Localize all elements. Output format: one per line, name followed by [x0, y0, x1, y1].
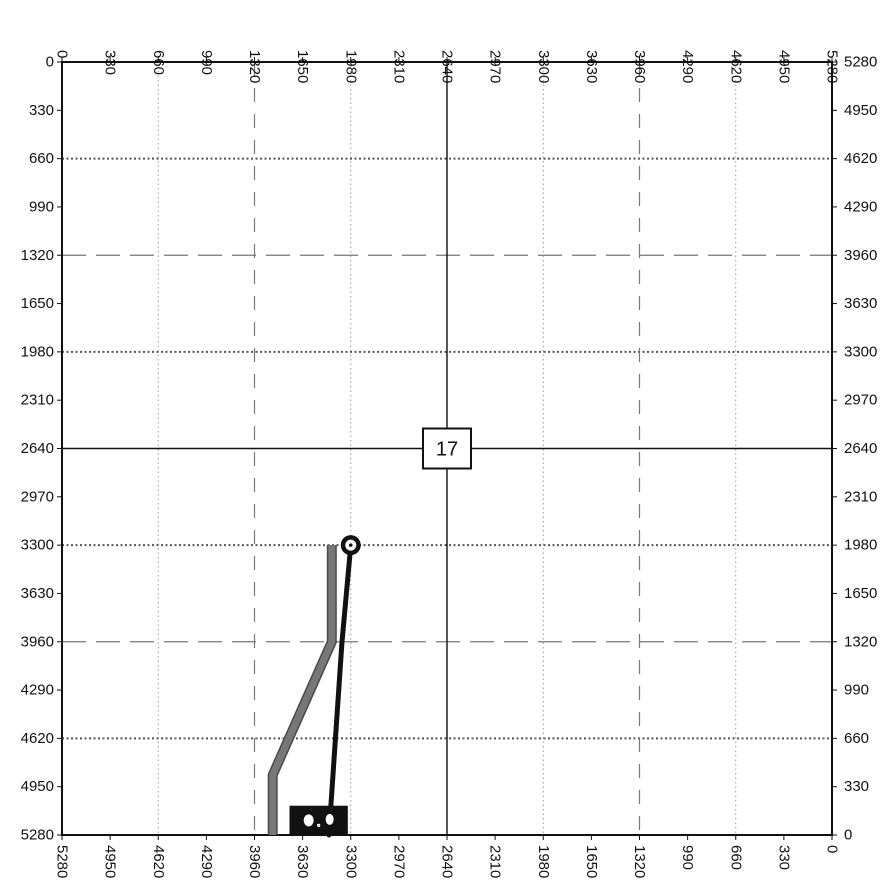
- bottom-tick-label: 4620: [150, 845, 167, 878]
- top-tick-label: 5280: [824, 50, 841, 83]
- series-layer: [267, 542, 354, 838]
- section-label-text: 17: [436, 439, 458, 461]
- left-tick-label: 3630: [21, 585, 54, 602]
- top-tick-label: 3300: [535, 50, 552, 83]
- left-tick-label: 0: [46, 54, 54, 71]
- right-tick-label: 4290: [844, 198, 877, 215]
- left-tick-label: 990: [29, 198, 54, 215]
- left-tick-label: 1320: [21, 247, 54, 264]
- left-tick-label: 4620: [21, 730, 54, 747]
- pad-box-marker: [289, 805, 348, 835]
- bottom-tick-label: 3300: [342, 845, 359, 878]
- top-tick-label: 4290: [679, 50, 696, 83]
- top-tick-label: 1980: [342, 50, 359, 83]
- left-tick-label: 4950: [21, 778, 54, 795]
- bottom-tick-label: 5280: [54, 845, 71, 878]
- top-tick-label: 4620: [727, 50, 744, 83]
- top-tick-label: 330: [102, 50, 119, 75]
- top-tick-label: 2640: [439, 50, 456, 83]
- right-tick-label: 1650: [844, 585, 877, 602]
- bottom-tick-label: 3960: [246, 845, 263, 878]
- top-tick-label: 1320: [246, 50, 263, 83]
- right-tick-label: 3960: [844, 247, 877, 264]
- right-tick-label: 4950: [844, 102, 877, 119]
- right-tick-label: 1320: [844, 633, 877, 650]
- top-tick-label: 4950: [775, 50, 792, 83]
- left-tick-label: 2970: [21, 488, 54, 505]
- top-tick-label: 2970: [487, 50, 504, 83]
- bottom-tick-label: 3630: [294, 845, 311, 878]
- left-tick-label: 2640: [21, 440, 54, 457]
- bottom-tick-label: 2640: [439, 845, 456, 878]
- series-outline: [267, 545, 337, 835]
- series-black-path: [326, 542, 354, 838]
- top-tick-label: 660: [150, 50, 167, 75]
- bottom-tick-label: 990: [679, 845, 696, 870]
- left-tick-label: 1650: [21, 295, 54, 312]
- bottom-tick-label: 4290: [198, 845, 215, 878]
- top-tick-label: 2310: [390, 50, 407, 83]
- right-tick-label: 2970: [844, 392, 877, 409]
- bottom-tick-label: 1320: [631, 845, 648, 878]
- bottom-tick-label: 2310: [487, 845, 504, 878]
- bottom-tick-label: 660: [727, 845, 744, 870]
- right-tick-label: 5280: [844, 54, 877, 71]
- top-tick-label: 1650: [294, 50, 311, 83]
- left-tick-label: 4290: [21, 682, 54, 699]
- top-tick-label: 3630: [583, 50, 600, 83]
- right-tick-label: 0: [844, 827, 852, 844]
- bottom-tick-label: 2970: [390, 845, 407, 878]
- marker-layer: [289, 535, 361, 835]
- section-label-box: [422, 427, 472, 470]
- bottom-tick-label: 1650: [583, 845, 600, 878]
- right-tick-label: 4620: [844, 150, 877, 167]
- section-label: 17: [422, 427, 472, 470]
- left-tick-label: 5280: [21, 827, 54, 844]
- right-tick-label: 330: [844, 778, 869, 795]
- bottom-tick-label: 4950: [102, 845, 119, 878]
- pad-box-spot: [303, 814, 314, 827]
- left-tick-label: 2310: [21, 392, 54, 409]
- tick-labels: 0330660990132016501980231026402970330036…: [21, 50, 878, 878]
- left-tick-label: 3300: [21, 537, 54, 554]
- right-tick-label: 990: [844, 682, 869, 699]
- bottom-tick-label: 1980: [535, 845, 552, 878]
- bottom-tick-label: 0: [824, 845, 841, 853]
- top-tick-label: 3960: [631, 50, 648, 83]
- left-tick-label: 1980: [21, 343, 54, 360]
- left-tick-label: 660: [29, 150, 54, 167]
- right-tick-label: 2640: [844, 440, 877, 457]
- series-gray-path: [269, 545, 336, 835]
- bottom-tick-label: 330: [775, 845, 792, 870]
- right-tick-label: 1980: [844, 537, 877, 554]
- circle-marker-dot: [348, 543, 353, 547]
- left-tick-label: 3960: [21, 633, 54, 650]
- left-tick-label: 330: [29, 102, 54, 119]
- right-tick-label: 660: [844, 730, 869, 747]
- top-tick-label: 0: [54, 50, 71, 58]
- top-tick-label: 990: [198, 50, 215, 75]
- right-tick-label: 2310: [844, 488, 877, 505]
- right-tick-label: 3630: [844, 295, 877, 312]
- right-tick-label: 3300: [844, 343, 877, 360]
- pad-box-spot: [317, 823, 321, 827]
- pad-box-spot: [325, 813, 334, 825]
